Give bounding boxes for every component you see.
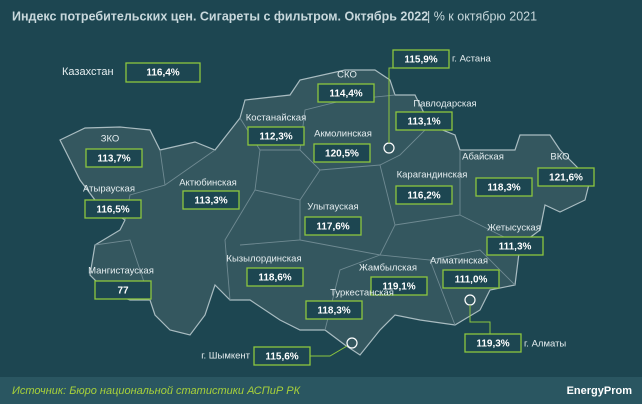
region-label: Мангистауская: [88, 266, 154, 277]
region-value: 118,6%: [258, 273, 291, 284]
region-value: 111,3%: [499, 242, 532, 253]
value-box: [395, 111, 453, 131]
region-label: СКО: [337, 70, 357, 81]
region-value: 119,1%: [382, 282, 415, 293]
region-label: Улытауская: [307, 202, 358, 213]
value-box: [313, 143, 371, 163]
region-value: 121,6%: [549, 173, 583, 184]
region-label: Туркестанская: [330, 288, 394, 299]
region-label: Алматинская: [430, 256, 488, 267]
country-label: Казахстан: [62, 66, 114, 78]
value-box: [370, 276, 428, 296]
value-box: [247, 126, 305, 146]
region-label: г. Шымкент: [201, 351, 250, 362]
value-box: [84, 199, 142, 219]
value-box: [395, 185, 453, 205]
leader-line: [469, 305, 491, 334]
value-box: [94, 280, 152, 300]
value-box: [85, 148, 143, 168]
value-box: [246, 267, 304, 287]
value-box: [464, 333, 522, 353]
region-value: 77: [117, 286, 129, 297]
source: Источник: Бюро национальной статистики А…: [12, 385, 301, 397]
region-label: Атырауская: [83, 184, 135, 195]
region-value: 113,7%: [97, 154, 130, 165]
region-label: ЗКО: [101, 134, 120, 145]
region-value: 116,5%: [96, 205, 129, 216]
footer-bar: [0, 377, 642, 404]
region-label: Кызылординская: [226, 254, 301, 265]
value-box: [253, 346, 311, 366]
value-box: [182, 190, 240, 210]
region-value: 114,4%: [329, 89, 362, 100]
region-label: Актюбинская: [179, 178, 237, 189]
region-borders: [94, 94, 521, 331]
region-label: Павлодарская: [413, 99, 476, 110]
region-label: г. Астана: [452, 54, 491, 65]
value-box: [125, 62, 201, 83]
region-label: Жамбылская: [359, 263, 417, 274]
region-label: Костанайская: [246, 113, 306, 124]
region-value: 111,0%: [455, 275, 488, 286]
value-box: [442, 269, 500, 289]
region-value: 118,3%: [487, 183, 520, 194]
region-label: Абайская: [462, 152, 504, 163]
region-value: 117,6%: [316, 222, 349, 233]
value-box: [486, 236, 544, 256]
region-value: 113,3%: [194, 196, 227, 207]
region-value: 119,3%: [476, 339, 509, 350]
logo: EnergyProm: [567, 385, 633, 397]
subtitle: | % к октябрю 2021: [427, 9, 537, 23]
value-box: [304, 216, 362, 236]
region-value: 120,5%: [325, 149, 359, 160]
leader-line: [310, 345, 348, 357]
country-value: 116,4%: [146, 68, 179, 79]
region-label: Карагандинская: [397, 170, 468, 181]
region-value: 116,2%: [407, 191, 440, 202]
region-value: 113,1%: [407, 117, 440, 128]
value-box: [537, 167, 595, 187]
region-label: Жетысуская: [487, 223, 541, 234]
city-marker: [346, 337, 358, 349]
region-value: 112,3%: [259, 132, 292, 143]
region-value: 118,3%: [317, 306, 350, 317]
region-value: 115,9%: [404, 55, 437, 66]
value-box: [317, 83, 375, 103]
value-box: [392, 49, 450, 69]
region-label: ВКО: [550, 152, 569, 163]
value-box: [305, 300, 363, 320]
region-label: г. Алматы: [524, 339, 566, 350]
region-value: 115,6%: [265, 352, 298, 363]
value-box: [475, 177, 533, 197]
region-label: Акмолинская: [314, 129, 372, 140]
title: Индекс потребительских цен. Сигареты с ф…: [12, 9, 428, 23]
